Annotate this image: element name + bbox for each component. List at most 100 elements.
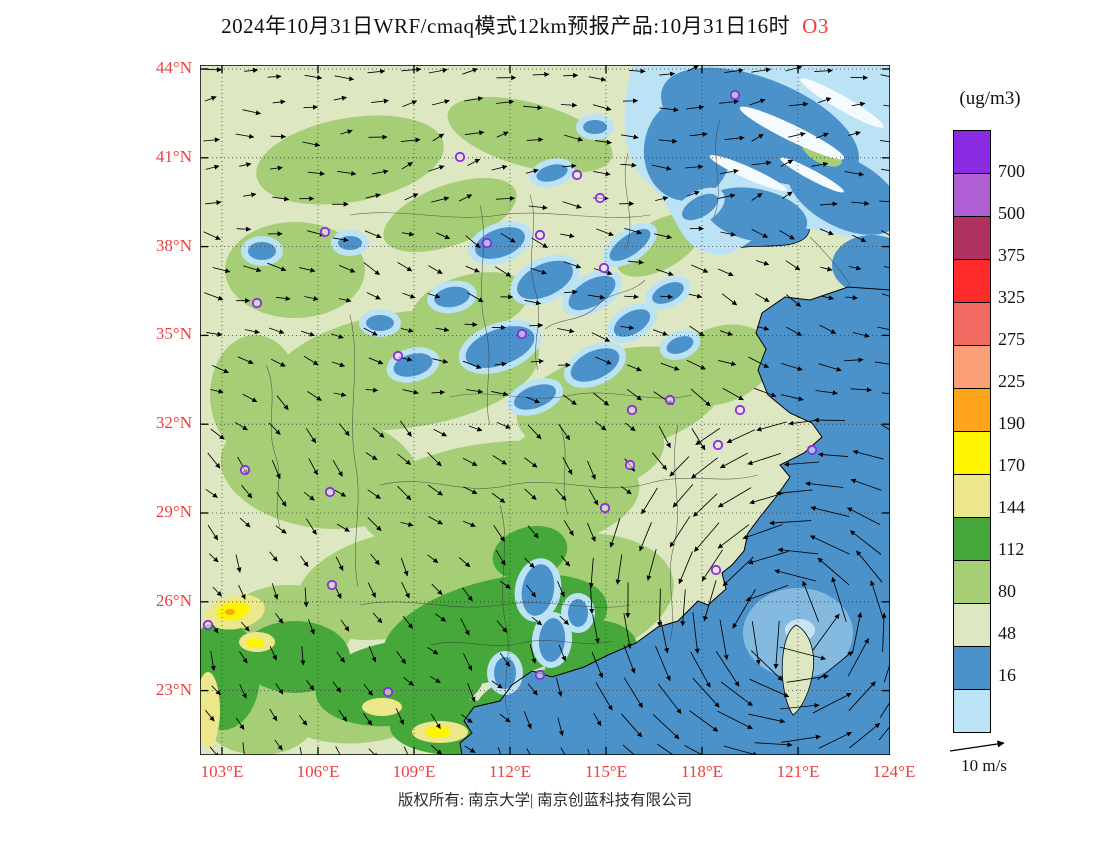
wind-arrow — [560, 555, 571, 567]
wind-arrow — [587, 522, 596, 542]
wind-arrow — [239, 162, 252, 168]
wind-arrow — [271, 583, 279, 600]
legend-arrow-icon — [949, 740, 1005, 752]
wind-arrow — [208, 553, 219, 563]
wind-arrow — [460, 618, 470, 636]
wind-arrow — [495, 195, 516, 201]
wind-arrow — [428, 265, 443, 274]
wind-arrow — [275, 295, 291, 302]
wind-arrow — [620, 134, 639, 140]
contour-yellowgreen — [256, 115, 444, 205]
wind-arrow — [751, 193, 763, 201]
wind-arrow — [397, 485, 412, 501]
wind-arrow — [269, 551, 278, 562]
wind-arrow — [270, 133, 287, 140]
wind-arrow — [717, 487, 752, 508]
wind-arrow — [303, 587, 309, 608]
province-border — [544, 279, 646, 330]
station-marker — [326, 579, 338, 591]
wind-arrow — [559, 615, 570, 625]
station-marker-layer — [202, 89, 818, 698]
wind-arrow — [620, 162, 637, 168]
colorbar-level-label: 500 — [998, 203, 1025, 223]
wind-arrow — [368, 645, 377, 663]
wind-arrow — [332, 237, 349, 243]
wind-arrow — [300, 555, 309, 567]
wind-arrow — [587, 749, 591, 755]
colorbar-cell — [954, 432, 990, 475]
wind-arrow — [655, 268, 674, 277]
wind-arrow — [689, 710, 719, 732]
wind-arrow — [496, 422, 511, 429]
lowozone-blue — [366, 315, 394, 331]
station-marker — [239, 464, 251, 476]
wind-arrow — [275, 613, 284, 624]
wind-arrow — [235, 717, 245, 730]
wind-arrow — [777, 547, 819, 555]
wind-arrow — [624, 422, 636, 432]
wind-arrow — [402, 389, 419, 395]
wind-arrow — [464, 321, 478, 328]
wind-arrow — [372, 427, 385, 438]
wind-arrow — [879, 200, 890, 203]
wind-arrow — [499, 652, 511, 667]
wind-arrow — [563, 72, 579, 79]
wind-arrow — [587, 294, 606, 300]
lowozone-blue — [516, 260, 574, 300]
wind-arrow — [639, 522, 652, 552]
wind-arrow — [557, 328, 575, 334]
copyright-footer: 版权所有: 南京大学| 南京创蓝科技有限公司 — [397, 792, 693, 809]
colorbar-cell — [954, 518, 990, 561]
wind-arrow — [527, 683, 538, 696]
wind-arrow — [468, 425, 483, 432]
wind-arrow — [701, 549, 723, 582]
wind-arrow — [754, 742, 793, 748]
wind-arrow — [271, 358, 286, 367]
wind-arrow — [395, 708, 404, 725]
wind-arrow — [849, 530, 882, 555]
station-marker — [806, 444, 818, 456]
colorbar-level-label: 112 — [998, 539, 1025, 559]
wind-arrow — [242, 742, 245, 755]
wind-arrow — [365, 193, 381, 199]
lat-tick-label: 23°N — [155, 679, 192, 699]
station-marker — [516, 328, 528, 340]
wind-arrow — [819, 201, 838, 207]
wind-arrow — [852, 332, 870, 338]
wind-arrow — [812, 613, 840, 651]
wind-arrow — [657, 588, 663, 627]
station-marker — [251, 297, 263, 309]
wind-arrow — [365, 452, 378, 461]
colorbar-cell — [954, 604, 990, 647]
wind-arrow — [615, 554, 623, 585]
wind-arrow — [781, 362, 803, 371]
wind-arrow — [780, 734, 821, 743]
wind-arrow — [269, 708, 278, 722]
wind-arrow — [205, 709, 215, 722]
wind-arrow — [773, 620, 780, 670]
wind-arrow — [850, 75, 869, 81]
wind-arrow — [368, 357, 384, 365]
lowozone-blue — [609, 228, 651, 262]
wind-arrow — [689, 131, 708, 137]
wind-arrow — [624, 294, 639, 300]
low-ozone-blue-layer — [241, 114, 725, 695]
colorbar-cell — [954, 346, 990, 389]
wind-arrow — [467, 292, 484, 303]
wind-arrow — [779, 230, 795, 240]
wind-arrow — [526, 748, 531, 755]
lon-tick-label: 115°E — [584, 762, 628, 781]
wind-arrow — [851, 101, 866, 107]
wind-arrow — [525, 168, 539, 174]
wind-arrow — [463, 653, 473, 671]
colorbar-level-label: 170 — [998, 455, 1025, 475]
wind-arrow — [527, 525, 539, 539]
wind-arrow — [372, 612, 383, 624]
wind-arrow — [432, 133, 445, 142]
wind-arrow — [669, 516, 691, 548]
wind-arrow — [496, 131, 509, 138]
wind-arrow — [881, 612, 887, 652]
precip-blue — [704, 187, 808, 243]
lat-tick-label: 41°N — [155, 146, 192, 166]
wind-arrow — [844, 171, 865, 177]
